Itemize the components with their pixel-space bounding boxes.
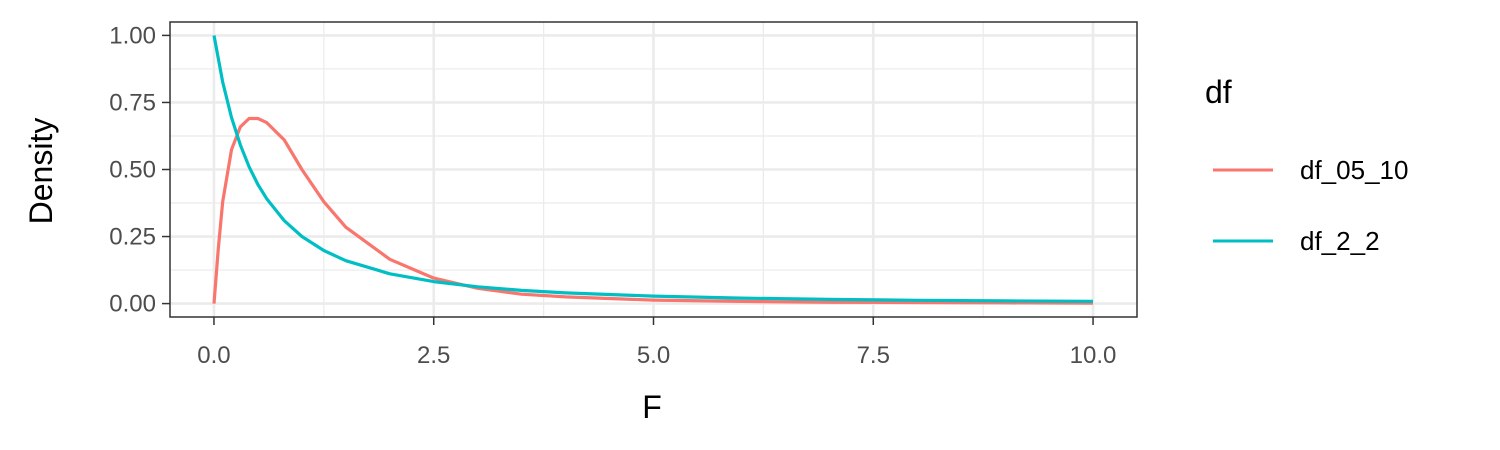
y-tick-label: 0.75 bbox=[109, 89, 156, 116]
y-axis-title: Density bbox=[23, 118, 59, 225]
x-tick-label: 5.0 bbox=[637, 342, 670, 369]
legend-label-df-2-2: df_2_2 bbox=[1300, 226, 1380, 256]
y-axis-ticks: 0.00 0.25 0.50 0.75 1.00 bbox=[109, 22, 170, 318]
x-tick-label: 0.0 bbox=[197, 342, 230, 369]
x-axis-ticks: 0.0 2.5 5.0 7.5 10.0 bbox=[197, 317, 1116, 369]
y-tick-label: 0.00 bbox=[109, 291, 156, 318]
grid-major bbox=[170, 22, 1137, 317]
x-axis-title: F bbox=[642, 389, 662, 425]
x-tick-label: 7.5 bbox=[857, 342, 890, 369]
x-tick-label: 10.0 bbox=[1070, 342, 1117, 369]
legend-title: df bbox=[1205, 74, 1232, 110]
legend-label-df-05-10: df_05_10 bbox=[1300, 155, 1408, 185]
y-tick-label: 0.25 bbox=[109, 224, 156, 251]
y-tick-label: 0.50 bbox=[109, 157, 156, 184]
x-tick-label: 2.5 bbox=[417, 342, 450, 369]
y-tick-label: 1.00 bbox=[109, 22, 156, 49]
series-lines bbox=[212, 35, 1094, 305]
legend: df df_05_10 df_2_2 bbox=[1205, 74, 1408, 256]
series-line-df-2-2 bbox=[212, 35, 1094, 303]
